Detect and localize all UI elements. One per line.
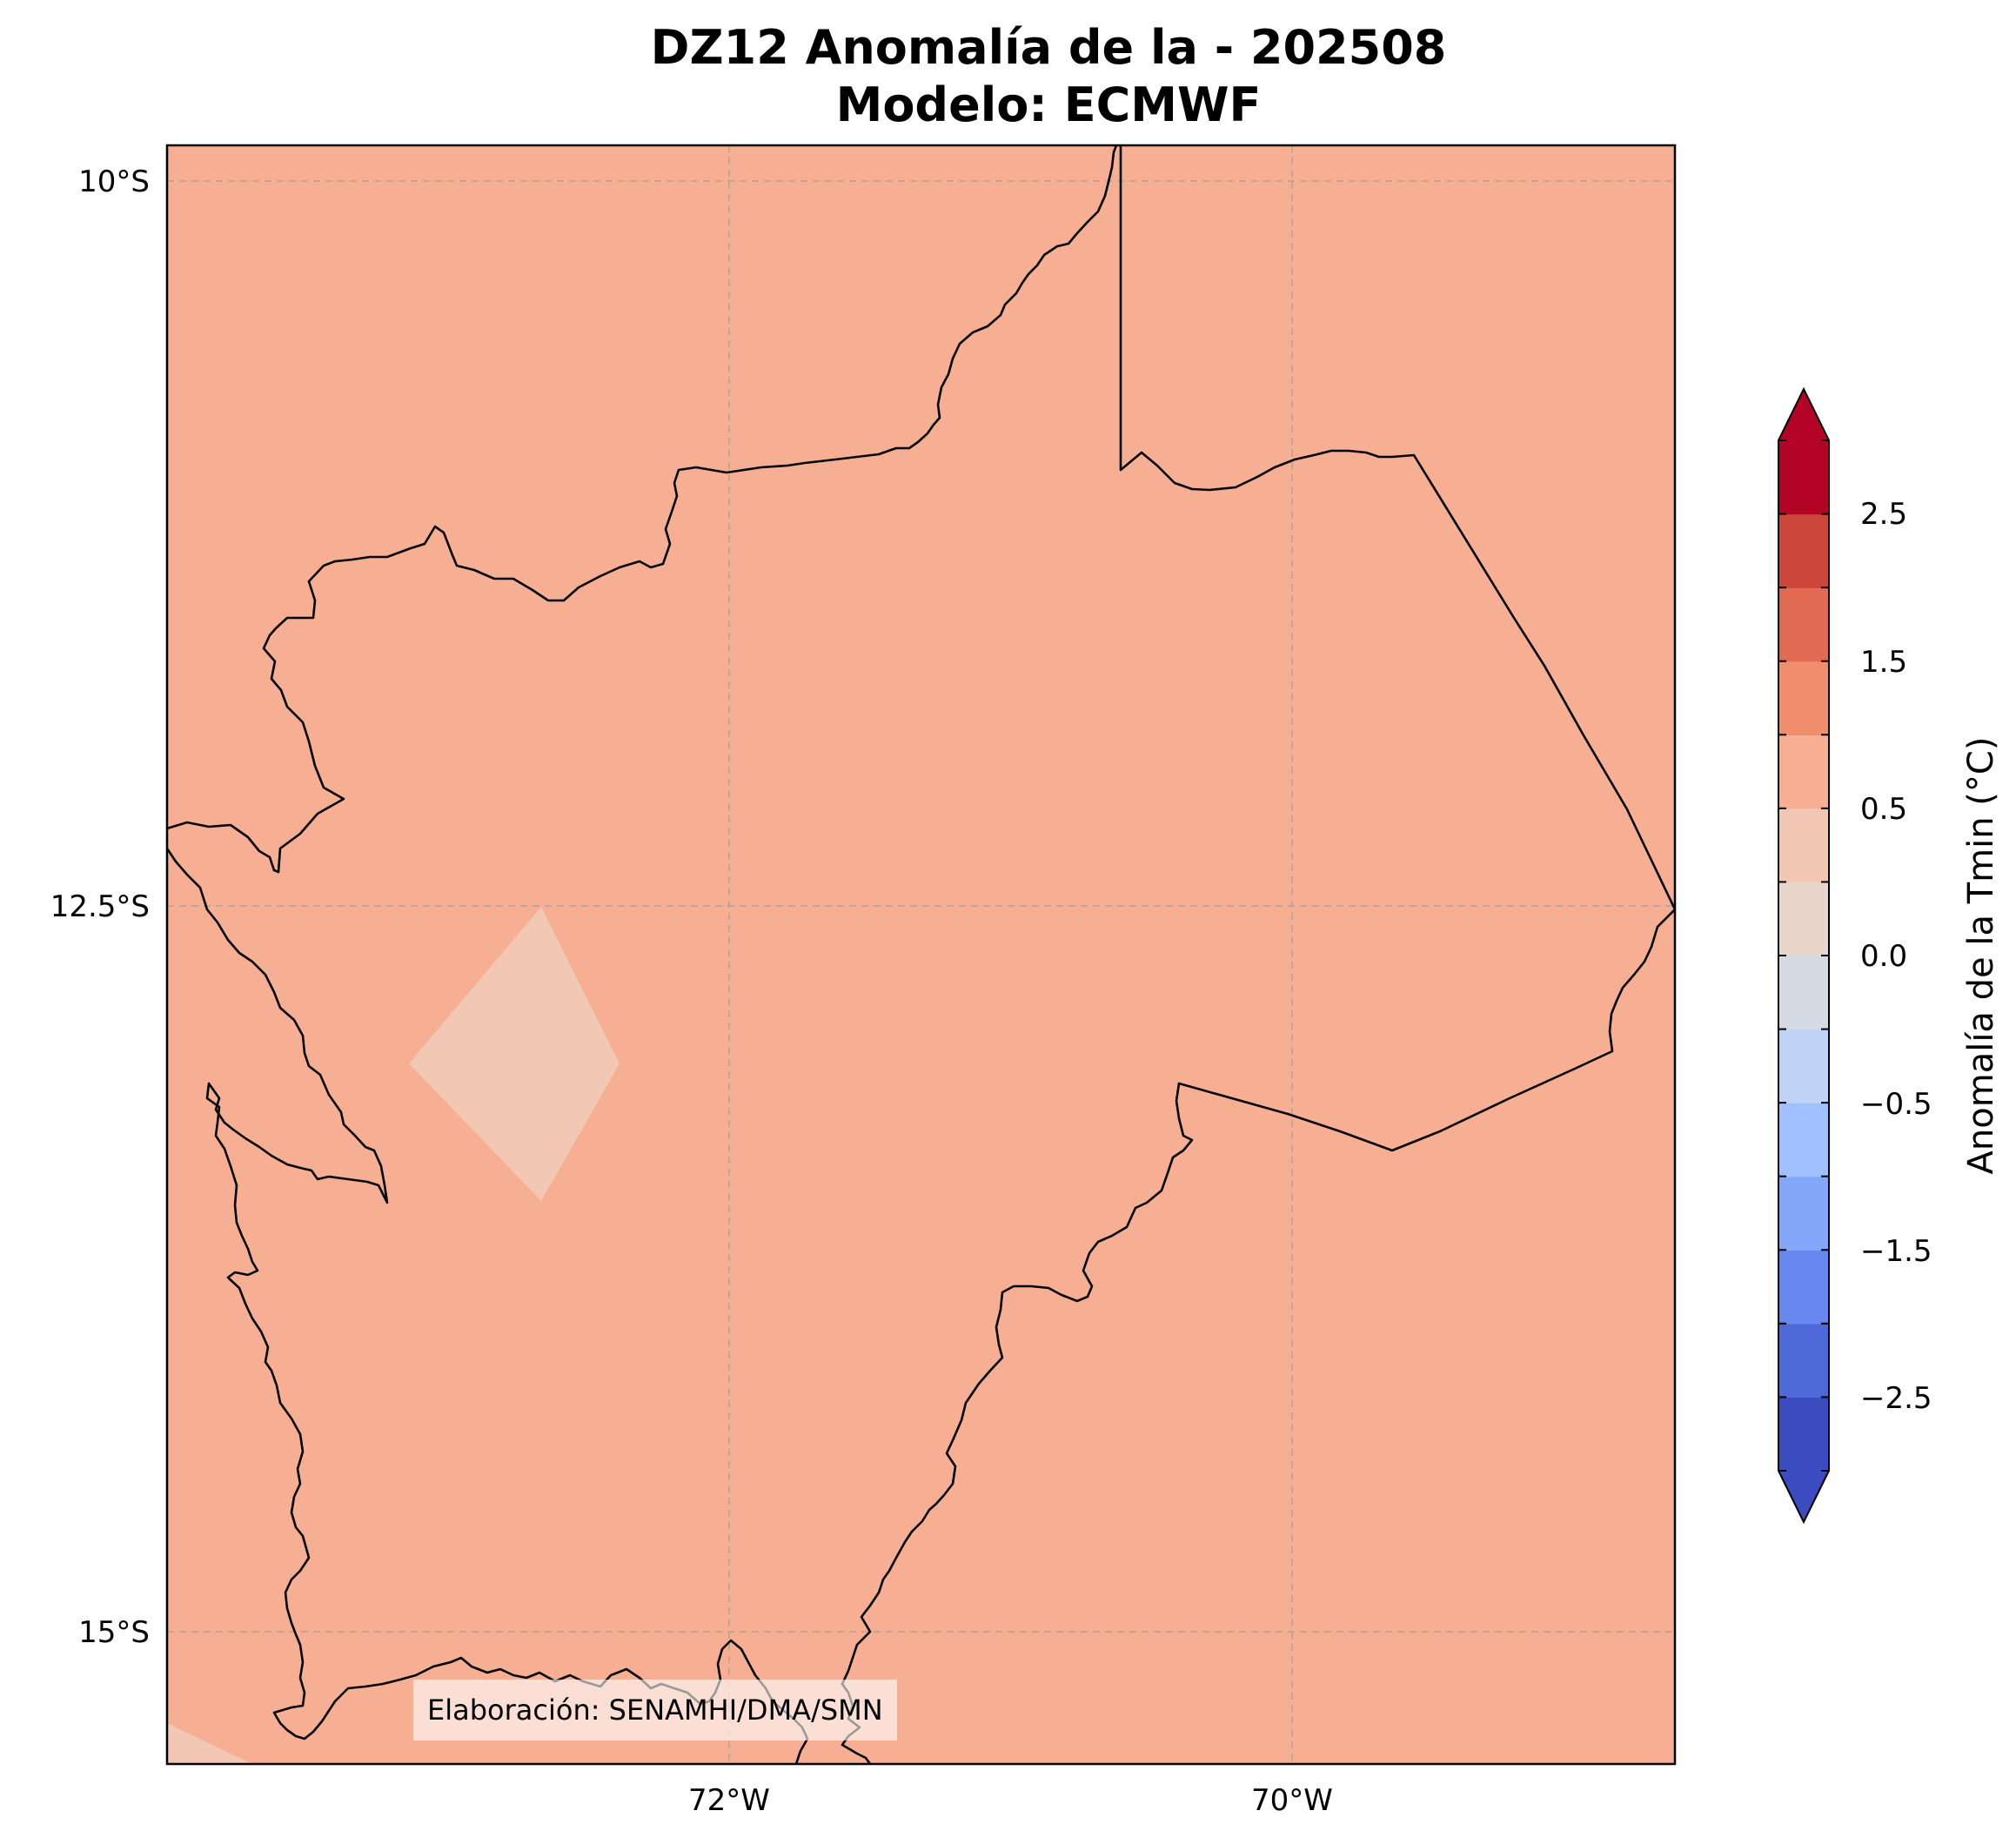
colorbar-bands: [1778, 440, 1829, 1472]
colorbar-ticks: [1778, 439, 1829, 1472]
colorbar-tick-labels: −2.5 −1.5 −0.5 0.0 0.5 1.5 2.5: [1860, 497, 1932, 1416]
anomaly-patch-lower: [409, 907, 620, 1201]
colorbar-min-extension: [1778, 1471, 1829, 1522]
colorbar-band: [1778, 1323, 1829, 1398]
region-boundary-lower: [841, 909, 1675, 1764]
colorbar-band: [1778, 587, 1829, 662]
anomaly-patch-corner: [167, 1723, 252, 1764]
colorbar-band: [1778, 882, 1829, 956]
map-frame: [165, 144, 1677, 1766]
gridlines: [167, 145, 1675, 1764]
colorbar-band: [1778, 661, 1829, 735]
title-line-2: Modelo: ECMWF: [835, 77, 1262, 132]
cb-tick-label: −1.5: [1860, 1234, 1932, 1269]
map-title: DZ12 Anomalía de la - 202508 Modelo: ECM…: [0, 19, 2016, 134]
region-boundary-west: [167, 848, 809, 1764]
cb-tick-label: 0.0: [1860, 939, 1907, 974]
colorbar-band: [1778, 1397, 1829, 1472]
lat-tick-labels: 10°S 12.5°S 15°S: [50, 164, 150, 1650]
lon-tick-72w: 72°W: [688, 1783, 770, 1818]
region-boundary: [167, 145, 1118, 874]
boundary-lines: [167, 145, 1675, 1764]
cb-tick-label: 0.5: [1860, 792, 1907, 827]
colorbar-band: [1778, 440, 1829, 515]
title-line-1: DZ12 Anomalía de la - 202508: [650, 20, 1447, 75]
colorbar-band: [1778, 808, 1829, 883]
country-border-north: [1119, 145, 1675, 910]
colorbar-band: [1778, 513, 1829, 588]
lon-tick-labels: 72°W 70°W: [688, 1783, 1333, 1818]
cb-tick-label: 2.5: [1860, 497, 1907, 532]
colorbar: −2.5 −1.5 −0.5 0.0 0.5 1.5 2.5 Anomalía …: [1778, 386, 2001, 1525]
colorbar-band: [1778, 1176, 1829, 1251]
cb-tick-label: 1.5: [1860, 645, 1907, 680]
lat-tick-15s: 15°S: [78, 1615, 150, 1650]
colorbar-band: [1778, 1250, 1829, 1325]
colorbar-band: [1778, 734, 1829, 809]
colorbar-label: Anomalía de la Tmin (°C): [1961, 737, 2001, 1175]
lon-tick-70w: 70°W: [1251, 1783, 1333, 1818]
lat-tick-12-5s: 12.5°S: [50, 889, 150, 924]
cb-tick-label: −2.5: [1860, 1381, 1932, 1416]
lat-tick-10s: 10°S: [78, 164, 150, 199]
colorbar-max-extension: [1778, 389, 1829, 440]
attribution-label: Elaboración: SENAMHI/DMA/SMN: [413, 1680, 897, 1740]
colorbar-band: [1778, 1103, 1829, 1177]
anomaly-field: [167, 145, 1675, 1764]
colorbar-band: [1778, 1029, 1829, 1103]
colorbar-band: [1778, 956, 1829, 1030]
map-area[interactable]: [165, 144, 1677, 1766]
cb-tick-label: −0.5: [1860, 1087, 1932, 1122]
